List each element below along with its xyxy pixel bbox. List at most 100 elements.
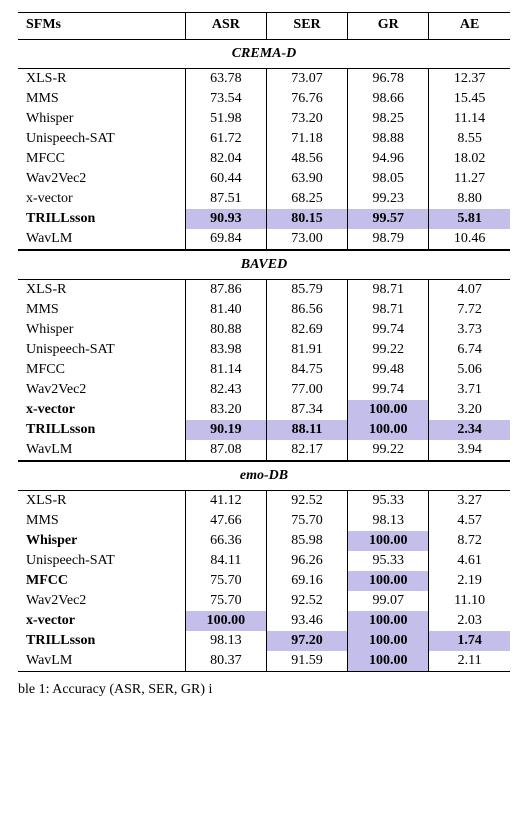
cell-asr: 82.04 [185, 149, 266, 169]
table-row: MMS81.4086.5698.717.72 [18, 300, 510, 320]
cell-ae: 1.74 [429, 631, 510, 651]
cell-ae: 11.14 [429, 109, 510, 129]
sfm-name: XLS-R [18, 280, 185, 301]
cell-gr: 94.96 [348, 149, 429, 169]
cell-asr: 87.51 [185, 189, 266, 209]
cell-ser: 88.11 [266, 420, 347, 440]
cell-ser: 82.17 [266, 440, 347, 461]
cell-gr: 98.25 [348, 109, 429, 129]
cell-gr: 98.66 [348, 89, 429, 109]
sfm-name: Whisper [18, 531, 185, 551]
table-row: Unispeech-SAT84.1196.2695.334.61 [18, 551, 510, 571]
cell-asr: 98.13 [185, 631, 266, 651]
table-row: MMS73.5476.7698.6615.45 [18, 89, 510, 109]
sfm-name: MMS [18, 89, 185, 109]
cell-ae: 4.07 [429, 280, 510, 301]
cell-asr: 84.11 [185, 551, 266, 571]
col-header-sfm: SFMs [18, 13, 185, 40]
cell-asr: 80.37 [185, 651, 266, 672]
sfm-name: MFCC [18, 360, 185, 380]
sfm-name: TRILLsson [18, 631, 185, 651]
cell-gr: 98.71 [348, 280, 429, 301]
cell-asr: 90.93 [185, 209, 266, 229]
cell-ae: 4.57 [429, 511, 510, 531]
cell-gr: 98.13 [348, 511, 429, 531]
cell-gr: 98.79 [348, 229, 429, 250]
cell-gr: 98.05 [348, 169, 429, 189]
table-row: XLS-R63.7873.0796.7812.37 [18, 69, 510, 90]
table-row: MFCC75.7069.16100.002.19 [18, 571, 510, 591]
cell-gr: 99.22 [348, 440, 429, 461]
cell-ae: 12.37 [429, 69, 510, 90]
table-row: MFCC82.0448.5694.9618.02 [18, 149, 510, 169]
sfm-name: Unispeech-SAT [18, 129, 185, 149]
cell-asr: 69.84 [185, 229, 266, 250]
section-header-row: emo-DB [18, 462, 510, 491]
cell-ae: 4.61 [429, 551, 510, 571]
cell-gr: 100.00 [348, 651, 429, 672]
cell-gr: 99.48 [348, 360, 429, 380]
cell-ser: 87.34 [266, 400, 347, 420]
table-row: Wav2Vec275.7092.5299.0711.10 [18, 591, 510, 611]
cell-asr: 90.19 [185, 420, 266, 440]
cell-ser: 92.52 [266, 591, 347, 611]
cell-gr: 100.00 [348, 420, 429, 440]
cell-ae: 5.81 [429, 209, 510, 229]
cell-ser: 71.18 [266, 129, 347, 149]
sfm-name: Unispeech-SAT [18, 340, 185, 360]
table-row: TRILLsson90.9380.1599.575.81 [18, 209, 510, 229]
cell-ser: 68.25 [266, 189, 347, 209]
cell-ser: 85.98 [266, 531, 347, 551]
cell-asr: 63.78 [185, 69, 266, 90]
sfm-name: MMS [18, 511, 185, 531]
cell-asr: 73.54 [185, 89, 266, 109]
table-row: Whisper51.9873.2098.2511.14 [18, 109, 510, 129]
table-row: XLS-R87.8685.7998.714.07 [18, 280, 510, 301]
sfm-name: WavLM [18, 651, 185, 672]
cell-asr: 60.44 [185, 169, 266, 189]
cell-ae: 2.03 [429, 611, 510, 631]
cell-gr: 98.88 [348, 129, 429, 149]
cell-asr: 75.70 [185, 571, 266, 591]
section-header-row: BAVED [18, 251, 510, 280]
table-header-row: SFMs ASR SER GR AE [18, 13, 510, 40]
cell-asr: 83.98 [185, 340, 266, 360]
table-row: TRILLsson90.1988.11100.002.34 [18, 420, 510, 440]
table-body: CREMA-DXLS-R63.7873.0796.7812.37MMS73.54… [18, 40, 510, 673]
section-title: BAVED [18, 251, 510, 280]
table-row: Wav2Vec260.4463.9098.0511.27 [18, 169, 510, 189]
sfm-name: Wav2Vec2 [18, 380, 185, 400]
col-header-ae: AE [429, 13, 510, 40]
cell-asr: 83.20 [185, 400, 266, 420]
sfm-name: WavLM [18, 440, 185, 461]
cell-ser: 86.56 [266, 300, 347, 320]
cell-gr: 100.00 [348, 400, 429, 420]
col-header-gr: GR [348, 13, 429, 40]
cell-gr: 99.57 [348, 209, 429, 229]
table-row: Unispeech-SAT61.7271.1898.888.55 [18, 129, 510, 149]
table-row: XLS-R41.1292.5295.333.27 [18, 491, 510, 512]
cell-gr: 95.33 [348, 551, 429, 571]
cell-ser: 82.69 [266, 320, 347, 340]
cell-ae: 3.20 [429, 400, 510, 420]
table-caption: ble 1: Accuracy (ASR, SER, GR) i [18, 682, 510, 698]
cell-asr: 81.40 [185, 300, 266, 320]
cell-ser: 63.90 [266, 169, 347, 189]
cell-ae: 2.19 [429, 571, 510, 591]
table-row: Whisper66.3685.98100.008.72 [18, 531, 510, 551]
cell-gr: 100.00 [348, 571, 429, 591]
cell-asr: 66.36 [185, 531, 266, 551]
cell-ser: 75.70 [266, 511, 347, 531]
cell-ae: 7.72 [429, 300, 510, 320]
cell-gr: 99.07 [348, 591, 429, 611]
cell-asr: 51.98 [185, 109, 266, 129]
section-bottom-rule [18, 672, 510, 673]
cell-ae: 3.27 [429, 491, 510, 512]
cell-ae: 18.02 [429, 149, 510, 169]
sfm-name: TRILLsson [18, 209, 185, 229]
table-row: WavLM80.3791.59100.002.11 [18, 651, 510, 672]
cell-ser: 48.56 [266, 149, 347, 169]
cell-gr: 99.74 [348, 380, 429, 400]
table-row: Whisper80.8882.6999.743.73 [18, 320, 510, 340]
cell-ser: 97.20 [266, 631, 347, 651]
